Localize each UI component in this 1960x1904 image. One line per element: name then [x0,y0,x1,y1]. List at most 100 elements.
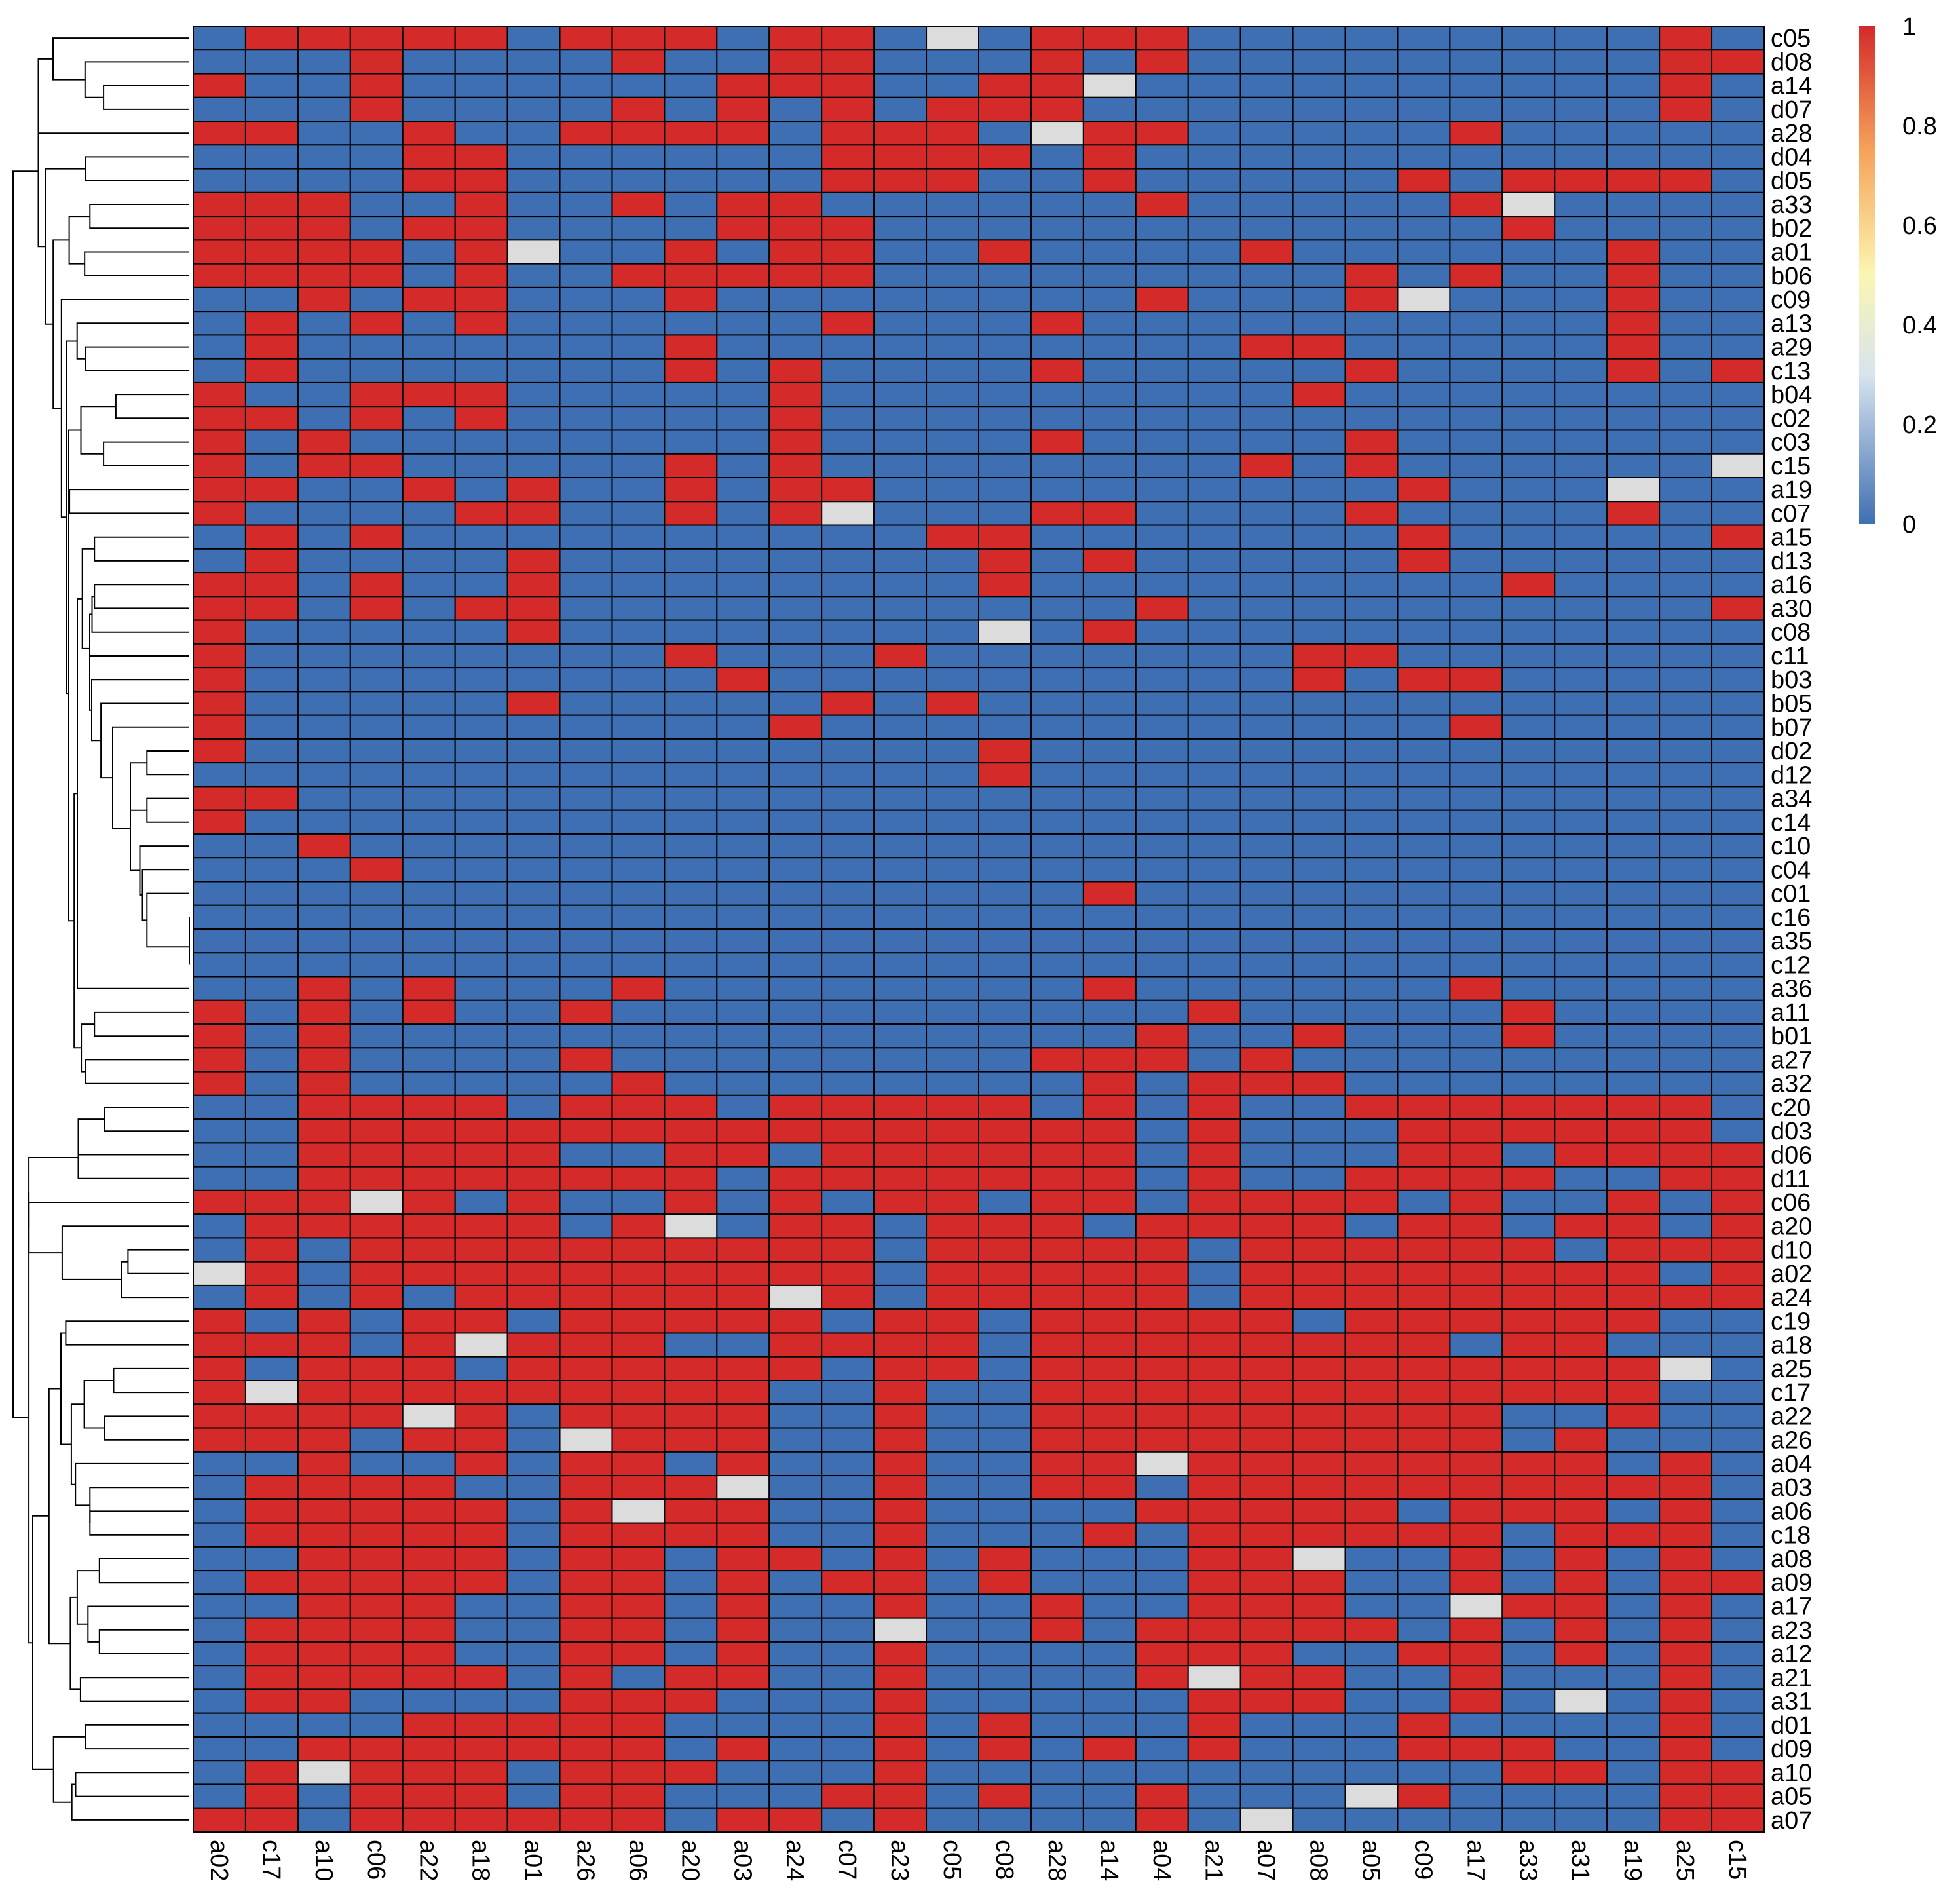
heatmap-cell [1344,691,1399,716]
heatmap-cell [349,1380,404,1405]
heatmap-cell [1239,1142,1294,1168]
heatmap-cell [1030,477,1084,503]
heatmap-cell [1659,381,1713,408]
heatmap-cell [1187,714,1241,740]
heatmap-cell [193,453,246,478]
heatmap-cell [1082,263,1137,288]
heatmap-cell [402,1166,456,1191]
heatmap-cell [716,1308,770,1334]
heatmap-cell [1292,216,1346,241]
heatmap-cell [768,548,823,574]
heatmap-cell [926,1688,979,1714]
heatmap-cell [716,26,770,51]
heatmap-cell [1082,191,1137,218]
heatmap-cell [1397,714,1451,740]
heatmap-cell [244,96,299,123]
heatmap-cell [1711,429,1765,455]
heatmap-cell [402,1023,456,1049]
heatmap-cell [244,1617,299,1643]
row-label: b05 [1771,691,1812,718]
heatmap-cell [1501,1284,1556,1310]
heatmap-cell [1711,263,1765,288]
heatmap-cell [1239,809,1294,835]
heatmap-cell [1135,738,1189,764]
heatmap-cell [1292,1451,1346,1477]
row-label: c20 [1771,1094,1811,1122]
heatmap-cell [1082,1760,1137,1785]
heatmap-cell [1501,406,1556,431]
heatmap-cell [244,501,299,526]
heatmap-cell [1606,49,1661,75]
heatmap-cell [1554,334,1608,360]
heatmap-cell [1606,833,1661,859]
heatmap-cell [506,334,561,360]
heatmap-cell [1030,49,1084,75]
heatmap-cell [1711,144,1765,170]
heatmap-cell [1030,1118,1084,1144]
heatmap-cell [244,1665,299,1690]
row-label: c15 [1771,453,1811,480]
heatmap-cell [821,334,875,360]
heatmap-cell [349,453,404,478]
heatmap-cell [1082,1094,1137,1120]
heatmap-cell [926,881,979,906]
heatmap-cell [244,1166,299,1191]
heatmap-cell [926,857,979,883]
heatmap-cell [559,239,613,265]
heatmap-cell [926,762,979,788]
heatmap-cell [768,833,823,859]
heatmap-cell [1344,1308,1399,1334]
heatmap-cell [768,1498,823,1524]
heatmap-cell [768,1783,823,1809]
heatmap-cell [402,286,456,313]
heatmap-cell [1449,1403,1503,1429]
heatmap-cell [1292,144,1346,170]
heatmap-cell [349,714,404,740]
heatmap-cell [1344,596,1399,621]
heatmap-cell [1030,1570,1084,1595]
row-label: a34 [1771,786,1812,813]
heatmap-cell [873,168,928,193]
heatmap-cell [1030,381,1084,408]
heatmap-cell [349,121,404,146]
heatmap-cell [1554,1546,1608,1572]
heatmap-cell [821,1237,875,1263]
heatmap-cell [1187,311,1241,336]
heatmap-cell [193,928,246,954]
heatmap-cell [1344,1261,1399,1286]
heatmap-cell [349,1546,404,1572]
heatmap-cell [402,477,456,503]
heatmap-cell [506,1451,561,1477]
heatmap-cell [1344,1023,1399,1049]
heatmap-cell [454,1807,508,1833]
heatmap-cell [1659,1760,1713,1785]
heatmap-cell [1606,73,1661,98]
heatmap-cell [611,1356,666,1381]
heatmap-cell [1344,1617,1399,1643]
row-label: a06 [1771,1498,1812,1525]
heatmap-cell [1397,762,1451,788]
heatmap-cell [349,501,404,526]
heatmap-cell [873,548,928,574]
heatmap-cell [821,1047,875,1073]
heatmap-cell [297,1189,351,1215]
heatmap-cell [873,1736,928,1762]
heatmap-cell [244,1071,299,1096]
heatmap-cell [1449,762,1503,788]
heatmap-cell [664,1641,718,1667]
heatmap-cell [611,904,666,930]
heatmap-cell [1030,216,1084,241]
heatmap-cell [454,1593,508,1619]
heatmap-cell [1239,1308,1294,1334]
heatmap-cell [873,1332,928,1358]
heatmap-cell [1449,738,1503,764]
heatmap-cell [1135,1498,1189,1524]
heatmap-cell [664,1498,718,1524]
heatmap-cell [1187,334,1241,360]
heatmap-cell [1135,168,1189,193]
heatmap-cell [1239,1261,1294,1286]
heatmap-cell [1187,26,1241,51]
heatmap-cell [454,26,508,51]
heatmap-cell [978,1380,1032,1405]
heatmap-cell [193,311,246,336]
